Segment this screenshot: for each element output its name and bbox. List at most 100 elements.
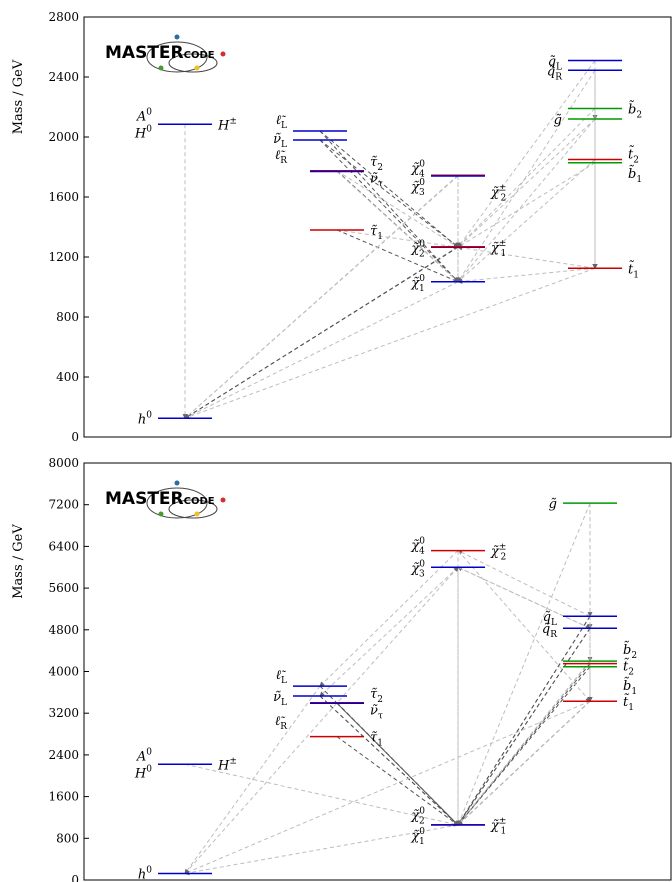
particle-label-b1: b̃1 — [623, 677, 637, 697]
particle-label-nuL: ν̃L — [273, 690, 287, 708]
particle-label-chi10: χ̃0 1 — [410, 274, 425, 294]
decay-arrow — [457, 666, 591, 826]
mastercode-logo: MASTERCODE — [105, 480, 226, 519]
particle-label-tau1: τ̃1 — [370, 731, 383, 749]
particle-label-eR: ℓ̃R — [275, 148, 287, 166]
particle-label-qL: q̃L — [548, 55, 562, 73]
particle-label-b2: b̃2 — [628, 101, 642, 121]
decay-arrow — [319, 685, 459, 826]
y-tick-label: 2000 — [48, 130, 79, 144]
chart-panel-bottom: 0 800 1600 2400 3200 4000 4800 5600 6400 7200 8000… — [11, 456, 672, 882]
particle-label-tau2: τ̃2 — [370, 687, 383, 705]
decay-arrow — [457, 267, 596, 284]
y-tick-label: 400 — [56, 370, 79, 384]
particle-label-chi2pm: χ̃± 2 — [490, 184, 506, 204]
particle-label-t1: t̃1 — [623, 693, 634, 713]
particle-label-b1: b̃1 — [628, 165, 642, 185]
logo-text: MASTERCODE — [105, 489, 215, 509]
y-tick-label: 8000 — [48, 456, 79, 470]
decay-arrow — [457, 566, 591, 629]
y-tick-label: 4000 — [48, 665, 79, 679]
decay-arrow — [457, 502, 591, 826]
decay-arrow — [319, 566, 459, 697]
particle-label-nuL: ν̃L — [273, 132, 287, 150]
particle-label-h0: h0 — [138, 865, 152, 882]
decay-arrow — [457, 550, 591, 702]
decay-arrow — [319, 130, 459, 248]
y-tick-label: 5600 — [48, 581, 79, 595]
y-tick-label: 2400 — [48, 70, 79, 84]
decay-arrow — [336, 229, 459, 250]
decay-arrow — [457, 60, 596, 248]
particle-label-H0: H0 — [134, 124, 152, 141]
decay-arrow — [184, 281, 459, 419]
logo-text: MASTERCODE — [105, 43, 215, 63]
particle-label-h0: h0 — [138, 410, 152, 427]
particle-label-H0: H0 — [134, 764, 152, 781]
decay-arrow — [457, 118, 596, 283]
decay-arrow — [336, 229, 459, 283]
particle-label-tau2: τ̃2 — [370, 155, 383, 173]
particle-label-t1: t̃1 — [628, 260, 639, 280]
particle-label-t2: t̃2 — [628, 146, 639, 166]
particle-label-eL: ℓ̃L — [276, 668, 287, 686]
particle-label-qR: q̃R — [542, 622, 557, 640]
decay-arrow — [336, 736, 459, 826]
plot-frame — [83, 16, 672, 438]
y-tick-label: 0 — [71, 430, 79, 444]
decay-arrow — [184, 763, 459, 827]
particle-label-eR: ℓ̃R — [275, 714, 287, 732]
decay-arrow — [319, 130, 459, 283]
particle-label-chi20: χ̃0 2 — [410, 239, 425, 259]
decay-arrow — [457, 627, 591, 826]
decay-arrow — [184, 700, 591, 875]
particle-label-nutau: ν̃τ — [370, 703, 383, 721]
y-tick-label: 2800 — [48, 10, 79, 24]
decay-arrow — [184, 267, 596, 420]
particle-label-chi30: χ̃0 3 — [410, 178, 425, 198]
decay-arrow — [457, 118, 596, 248]
decay-arrow — [457, 660, 591, 826]
decay-arrow — [319, 139, 459, 248]
particle-label-tau1: τ̃1 — [370, 224, 383, 242]
particle-label-H+-: H± — [217, 756, 237, 773]
decay-arrow — [457, 615, 591, 826]
decay-arrow — [319, 139, 459, 283]
particle-label-chi2pm: χ̃± 2 — [490, 543, 506, 563]
decay-arrow — [184, 685, 321, 875]
decay-arrow — [319, 550, 459, 687]
particle-label-H+-: H± — [217, 116, 237, 133]
decay-arrow — [457, 245, 596, 269]
y-axis-label: Mass / GeV — [11, 524, 26, 599]
decay-arrow — [184, 246, 459, 419]
particle-label-qL: q̃L — [543, 610, 557, 628]
particle-label-chi1pm: χ̃± 1 — [490, 239, 506, 259]
decay-arrows — [184, 502, 593, 876]
plot-frame — [83, 462, 672, 881]
decay-arrow — [336, 171, 459, 283]
particle-label-chi30: χ̃0 3 — [410, 559, 425, 579]
decay-arrow — [457, 108, 596, 248]
y-tick-label: 4800 — [48, 623, 79, 637]
decay-arrow — [184, 566, 459, 874]
y-tick-label: 1600 — [48, 790, 79, 804]
particle-label-chi1pm: χ̃± 1 — [490, 817, 506, 837]
particle-label-t2: t̃2 — [623, 658, 634, 678]
decay-arrow — [457, 663, 591, 826]
decay-arrow — [457, 700, 591, 826]
y-tick-label: 3200 — [48, 706, 79, 720]
decay-arrow — [457, 162, 596, 248]
decay-arrow — [336, 702, 459, 826]
decay-arrow — [184, 824, 459, 876]
y-axis-label: Mass / GeV — [11, 59, 26, 134]
particle-label-eL: ℓ̃L — [276, 113, 287, 131]
decay-arrow — [457, 159, 596, 283]
decay-arrow — [336, 170, 459, 248]
y-tick-label: 1200 — [48, 250, 79, 264]
particle-label-A0: A0 — [136, 107, 152, 124]
y-tick-label: 1600 — [48, 190, 79, 204]
particle-label-qR: q̃R — [547, 64, 562, 82]
y-tick-label: 6400 — [48, 539, 79, 553]
decay-arrow — [457, 550, 591, 617]
